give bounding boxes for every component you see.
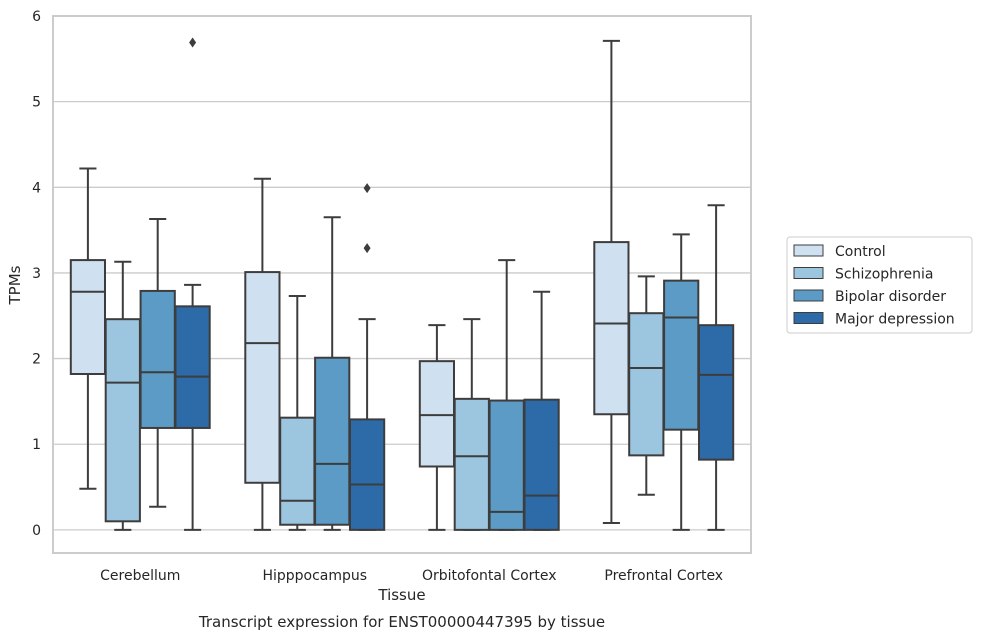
- box-major-depression-cerebellum: [174, 37, 211, 531]
- legend-label: Bipolar disorder: [835, 289, 946, 305]
- box-body: [628, 312, 665, 457]
- box-body: [348, 418, 386, 531]
- box-body: [174, 305, 211, 429]
- box-schizophrenia-orbitofontal-cortex: [453, 318, 490, 531]
- y-tick-label: 6: [32, 9, 41, 25]
- x-tick-label: Prefrontal Cortex: [604, 568, 723, 584]
- box-body: [279, 416, 316, 526]
- box-body: [418, 360, 456, 468]
- box-bipolar-disorder-prefrontal-cortex: [663, 233, 700, 531]
- box-body: [453, 397, 490, 531]
- y-tick-label: 0: [32, 523, 41, 539]
- y-tick-label: 1: [32, 437, 41, 453]
- box-body: [488, 399, 525, 531]
- box-bipolar-disorder-orbitofontal-cortex: [488, 259, 525, 531]
- x-tick-label: Orbitofontal Cortex: [422, 568, 557, 584]
- box-control-cerebellum: [69, 167, 107, 490]
- y-tick-label: 4: [32, 180, 41, 196]
- y-tick-label: 3: [32, 266, 41, 282]
- legend-swatch: [793, 312, 824, 324]
- legend-label: Control: [835, 244, 886, 260]
- outlier-point: [363, 243, 371, 254]
- box-schizophrenia-prefrontal-cortex: [628, 275, 665, 496]
- chart-caption: Transcript expression for ENST0000044739…: [198, 613, 605, 631]
- x-tick-label: Hipppocampus: [262, 568, 367, 584]
- legend: Control Schizophrenia Bipolar disorder Majo…: [786, 236, 973, 334]
- legend-label: Major depression: [835, 312, 955, 328]
- box-major-depression-hipppocampus: [348, 183, 386, 531]
- legend-swatch: [793, 267, 824, 279]
- legend-label: Schizophrenia: [835, 267, 933, 283]
- box-major-depression-prefrontal-cortex: [697, 204, 735, 531]
- box-body: [663, 279, 700, 431]
- y-axis-label: TPMs: [6, 265, 24, 305]
- box-body: [523, 398, 560, 531]
- box-body: [314, 356, 351, 526]
- y-tick-label: 5: [32, 95, 41, 111]
- box-body: [697, 324, 735, 461]
- legend-swatch: [793, 244, 824, 257]
- outlier-point: [363, 183, 371, 194]
- x-tick-labels: Cerebellum Hipppocampus Orbitofontal Corte…: [100, 568, 723, 584]
- box-control-prefrontal-cortex: [593, 39, 630, 525]
- x-axis-label: Tissue: [377, 586, 425, 604]
- plot-frame: [52, 15, 752, 554]
- box-body: [139, 289, 176, 429]
- box-bipolar-disorder-hipppocampus: [314, 216, 351, 531]
- legend-swatch: [793, 289, 824, 302]
- box-control-hipppocampus: [244, 177, 281, 531]
- box-body: [104, 318, 141, 523]
- y-tick-labels: 0 1 2 3 4 5 6: [32, 9, 41, 539]
- outlier-point: [189, 37, 197, 48]
- box-bipolar-disorder-cerebellum: [139, 217, 176, 508]
- box-control-orbitofontal-cortex: [418, 324, 456, 531]
- legend-frame: [786, 236, 973, 334]
- box-body: [244, 271, 281, 484]
- box-body: [69, 259, 107, 375]
- x-tick-label: Cerebellum: [100, 568, 180, 584]
- y-tick-label: 2: [32, 352, 41, 368]
- box-schizophrenia-cerebellum: [104, 260, 141, 531]
- box-schizophrenia-hipppocampus: [279, 295, 316, 531]
- boxes-layer: [69, 37, 735, 531]
- box-body: [593, 241, 630, 416]
- box-major-depression-orbitofontal-cortex: [523, 290, 560, 531]
